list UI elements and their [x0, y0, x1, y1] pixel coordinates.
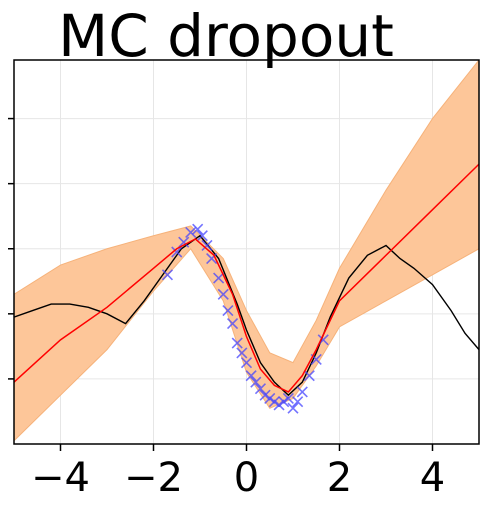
data-point-9	[217, 288, 229, 300]
data-point-19	[264, 392, 276, 405]
y-axis-ticks	[8, 117, 14, 380]
x-tick-label-4: 4	[420, 455, 445, 501]
data-point-12	[231, 337, 243, 349]
data-point-11	[226, 318, 239, 330]
data-point-1	[171, 246, 183, 258]
data-point-17	[254, 383, 267, 395]
data-point-15	[245, 370, 257, 382]
data-point-27	[303, 370, 315, 382]
data-point-14	[240, 357, 253, 369]
x-tick-label-3: 2	[327, 455, 352, 501]
predictive-mean-line	[14, 163, 479, 393]
x-tick-label-1: −2	[124, 455, 183, 501]
data-point-18	[259, 389, 271, 401]
training-points	[161, 223, 329, 414]
data-point-10	[222, 305, 234, 317]
data-point-13	[236, 347, 248, 359]
data-point-16	[250, 376, 262, 388]
data-point-26	[296, 386, 308, 398]
data-point-25	[292, 396, 304, 408]
x-tick-label-2: 0	[234, 455, 259, 501]
data-point-0	[161, 269, 174, 281]
data-point-7	[206, 252, 218, 265]
data-point-21	[273, 399, 285, 411]
data-point-2	[178, 236, 190, 248]
data-point-3	[185, 226, 197, 239]
data-point-22	[278, 396, 290, 408]
data-point-4	[192, 223, 204, 235]
x-axis-ticks: −4 −2 0 2 4	[31, 444, 445, 501]
uncertainty-band	[14, 60, 479, 442]
data-point-20	[268, 396, 280, 408]
x-tick-label-0: −4	[31, 455, 90, 501]
data-point-6	[201, 239, 213, 252]
chart-title: MC dropout	[58, 2, 394, 70]
data-point-24	[287, 402, 299, 414]
data-point-8	[213, 272, 225, 284]
data-point-5	[196, 230, 208, 242]
data-point-23	[282, 392, 294, 405]
